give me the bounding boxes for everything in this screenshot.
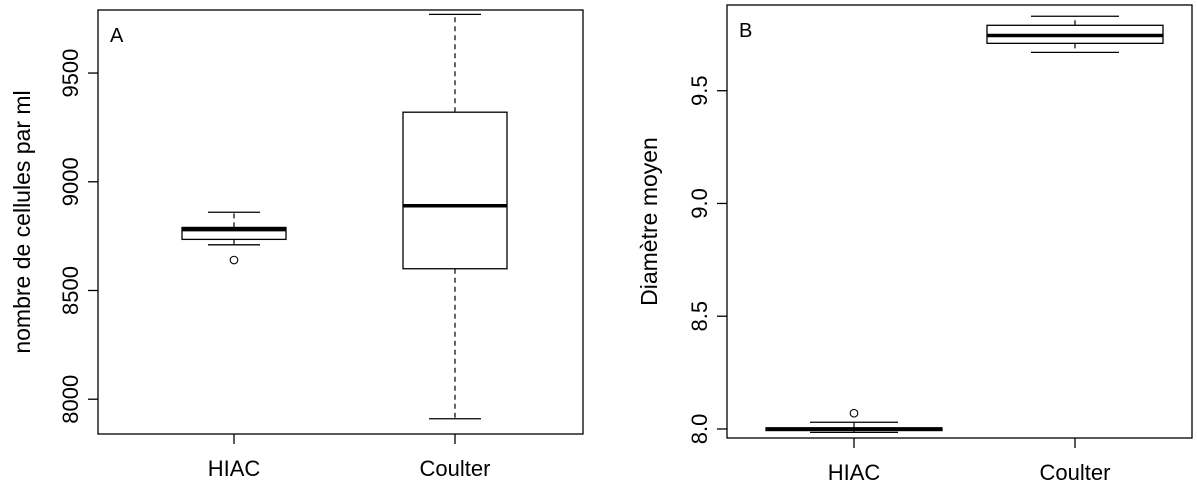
y-tick-label: 8000 <box>58 375 83 424</box>
box-coulter <box>986 15 1164 54</box>
box-hiac <box>765 408 943 434</box>
y-tick-label: 9.5 <box>687 75 712 106</box>
y-axis-title: nombre de cellules par ml <box>9 90 35 353</box>
x-tick-label: HIAC <box>208 456 261 481</box>
plot-frame <box>97 9 584 435</box>
y-tick-label: 9.0 <box>687 188 712 219</box>
iqr-box <box>402 111 508 270</box>
y-tick-label: 8500 <box>58 266 83 315</box>
panel-a: A 8000 8500 9000 9500 nombre de cellules par … <box>9 9 584 481</box>
box-hiac <box>181 211 287 265</box>
y-tick-label: 8.5 <box>687 301 712 332</box>
panel-label: B <box>739 20 752 42</box>
y-tick-label: 9500 <box>58 49 83 98</box>
iqr-box <box>181 226 287 241</box>
x-tick-label: Coulter <box>420 456 491 481</box>
y-axis-title: Diamètre moyen <box>636 137 662 306</box>
panel-b: B 8.0 8.5 9.0 9.5 Diamètre moyen HIAC Coulter <box>636 4 1193 481</box>
outlier-point <box>849 408 859 418</box>
outlier-point <box>229 255 239 265</box>
y-tick-label: 8.0 <box>687 414 712 445</box>
panel-label: A <box>110 25 124 47</box>
x-tick-label: HIAC <box>828 460 881 481</box>
box-coulter <box>402 13 508 420</box>
y-tick-label: 9000 <box>58 157 83 206</box>
plot-frame <box>726 4 1193 439</box>
x-tick-label: Coulter <box>1040 460 1111 481</box>
